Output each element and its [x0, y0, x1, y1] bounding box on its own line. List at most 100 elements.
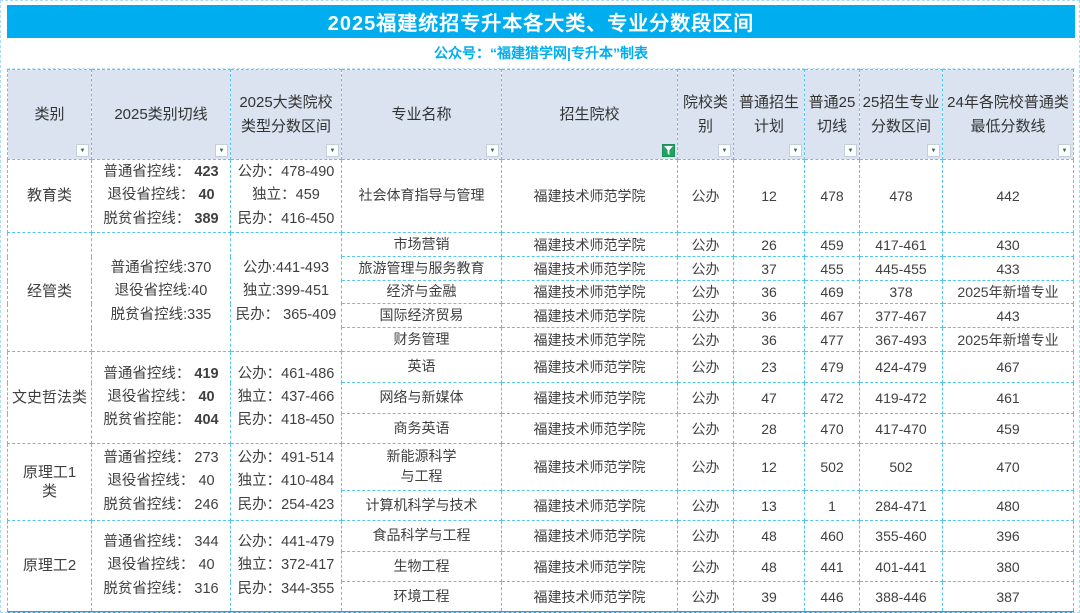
cutline-cell[interactable]: 普通省控线:370 退役省控线:40 脱贫省控线:335 [91, 232, 231, 352]
college-cell[interactable]: 福建技术师范学院 [501, 232, 678, 257]
range25-cell[interactable]: 367-493 [859, 327, 943, 352]
range-cell[interactable]: 公办：491-514 独立：410-484 民办：254-423 [230, 443, 342, 521]
cut25-cell[interactable]: 470 [804, 413, 860, 444]
major-cell[interactable]: 计算机科学与技术 [341, 490, 502, 521]
plan-cell[interactable]: 48 [733, 520, 805, 552]
cut25-cell[interactable]: 479 [804, 351, 860, 383]
min24-cell[interactable]: 443 [942, 303, 1074, 328]
type-cell[interactable]: 公办 [677, 520, 734, 552]
filter-button[interactable]: ▼ [844, 144, 857, 157]
min24-cell[interactable]: 480 [942, 490, 1074, 521]
range-cell[interactable]: 公办：441-479 独立：372-417 民办：344-355 [230, 520, 342, 613]
col-header-college[interactable]: 招生院校 [501, 69, 678, 160]
plan-cell[interactable]: 12 [733, 443, 805, 491]
cut25-cell[interactable]: 1 [804, 490, 860, 521]
college-cell[interactable]: 福建技术师范学院 [501, 413, 678, 444]
col-header-type-range[interactable]: 2025大类院校类型分数区间 ▼ [230, 69, 342, 160]
range25-cell[interactable]: 378 [859, 280, 943, 304]
range25-cell[interactable]: 502 [859, 443, 943, 491]
type-cell[interactable]: 公办 [677, 159, 734, 233]
col-header-major[interactable]: 专业名称 ▼ [341, 69, 502, 160]
range25-cell[interactable]: 417-461 [859, 232, 943, 257]
type-cell[interactable]: 公办 [677, 413, 734, 444]
major-cell[interactable]: 经济与金融 [341, 280, 502, 304]
range25-cell[interactable]: 377-467 [859, 303, 943, 328]
major-cell[interactable]: 财务管理 [341, 327, 502, 352]
filter-button[interactable]: ▼ [1058, 144, 1071, 157]
min24-cell[interactable]: 467 [942, 351, 1074, 383]
range25-cell[interactable]: 445-455 [859, 256, 943, 281]
range-cell[interactable]: 公办：461-486 独立：437-466 民办：418-450 [230, 351, 342, 444]
col-header-cutline-2025[interactable]: 2025类别切线 ▼ [91, 69, 231, 160]
college-cell[interactable]: 福建技术师范学院 [501, 351, 678, 383]
type-cell[interactable]: 公办 [677, 232, 734, 257]
range25-cell[interactable]: 355-460 [859, 520, 943, 552]
cut25-cell[interactable]: 478 [804, 159, 860, 233]
plan-cell[interactable]: 36 [733, 327, 805, 352]
cut25-cell[interactable]: 460 [804, 520, 860, 552]
major-cell[interactable]: 环境工程 [341, 581, 502, 613]
plan-cell[interactable]: 48 [733, 551, 805, 582]
cut25-cell[interactable]: 472 [804, 382, 860, 414]
range25-cell[interactable]: 417-470 [859, 413, 943, 444]
min24-cell[interactable]: 470 [942, 443, 1074, 491]
type-cell[interactable]: 公办 [677, 280, 734, 304]
range25-cell[interactable]: 419-472 [859, 382, 943, 414]
min24-cell[interactable]: 380 [942, 551, 1074, 582]
cut25-cell[interactable]: 467 [804, 303, 860, 328]
range25-cell[interactable]: 284-471 [859, 490, 943, 521]
cutline-cell[interactable]: 普通省控线： 344 退役省控线： 40 脱贫省控线： 316 [91, 520, 231, 613]
college-cell[interactable]: 福建技术师范学院 [501, 327, 678, 352]
college-cell[interactable]: 福建技术师范学院 [501, 382, 678, 414]
major-cell[interactable]: 市场营销 [341, 232, 502, 257]
college-cell[interactable]: 福建技术师范学院 [501, 581, 678, 613]
min24-cell[interactable]: 461 [942, 382, 1074, 414]
type-cell[interactable]: 公办 [677, 551, 734, 582]
plan-cell[interactable]: 26 [733, 232, 805, 257]
major-cell[interactable]: 新能源科学 与工程 [341, 443, 502, 491]
major-cell[interactable]: 商务英语 [341, 413, 502, 444]
col-header-category[interactable]: 类别 ▼ [7, 69, 92, 160]
range25-cell[interactable]: 388-446 [859, 581, 943, 613]
filter-button[interactable]: ▼ [215, 144, 228, 157]
min24-cell[interactable]: 2025年新增专业 [942, 280, 1074, 304]
major-cell[interactable]: 生物工程 [341, 551, 502, 582]
filter-button[interactable]: ▼ [326, 144, 339, 157]
cutline-cell[interactable]: 普通省控线： 423 退役省控线： 40 脱贫省控线： 389 [91, 159, 231, 233]
min24-cell[interactable]: 433 [942, 256, 1074, 281]
category-cell[interactable]: 文史哲法类 [7, 351, 92, 444]
min24-cell[interactable]: 387 [942, 581, 1074, 613]
type-cell[interactable]: 公办 [677, 382, 734, 414]
category-cell[interactable]: 经管类 [7, 232, 92, 352]
col-header-cut25[interactable]: 普通25切线 ▼ [804, 69, 860, 160]
min24-cell[interactable]: 2025年新增专业 [942, 327, 1074, 352]
plan-cell[interactable]: 36 [733, 303, 805, 328]
major-cell[interactable]: 食品科学与工程 [341, 520, 502, 552]
major-cell[interactable]: 网络与新媒体 [341, 382, 502, 414]
filter-button[interactable]: ▼ [718, 144, 731, 157]
range25-cell[interactable]: 401-441 [859, 551, 943, 582]
col-header-range25[interactable]: 25招生专业分数区间 ▼ [859, 69, 943, 160]
plan-cell[interactable]: 28 [733, 413, 805, 444]
college-cell[interactable]: 福建技术师范学院 [501, 490, 678, 521]
filter-button[interactable]: ▼ [486, 144, 499, 157]
category-cell[interactable]: 原理工1 类 [7, 443, 92, 521]
major-cell[interactable]: 英语 [341, 351, 502, 383]
college-cell[interactable]: 福建技术师范学院 [501, 443, 678, 491]
college-cell[interactable]: 福建技术师范学院 [501, 303, 678, 328]
active-filter-button[interactable] [662, 144, 675, 157]
plan-cell[interactable]: 47 [733, 382, 805, 414]
college-cell[interactable]: 福建技术师范学院 [501, 159, 678, 233]
college-cell[interactable]: 福建技术师范学院 [501, 551, 678, 582]
cut25-cell[interactable]: 477 [804, 327, 860, 352]
cut25-cell[interactable]: 469 [804, 280, 860, 304]
cut25-cell[interactable]: 441 [804, 551, 860, 582]
college-cell[interactable]: 福建技术师范学院 [501, 256, 678, 281]
plan-cell[interactable]: 36 [733, 280, 805, 304]
filter-button[interactable]: ▼ [76, 144, 89, 157]
type-cell[interactable]: 公办 [677, 581, 734, 613]
plan-cell[interactable]: 13 [733, 490, 805, 521]
plan-cell[interactable]: 37 [733, 256, 805, 281]
type-cell[interactable]: 公办 [677, 351, 734, 383]
cut25-cell[interactable]: 502 [804, 443, 860, 491]
